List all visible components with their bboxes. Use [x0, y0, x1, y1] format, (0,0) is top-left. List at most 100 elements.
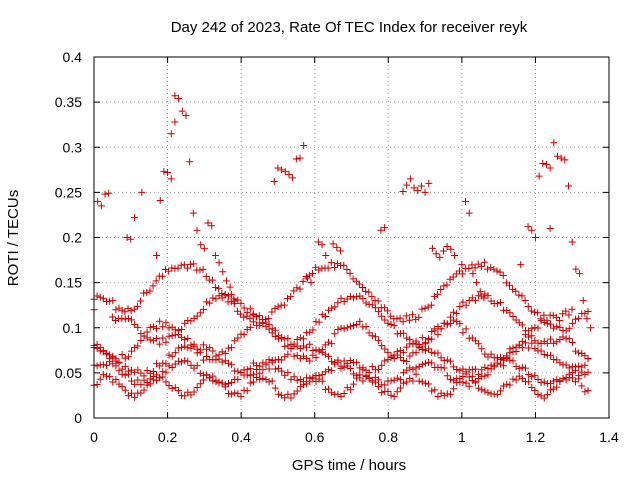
- data-point: [131, 393, 139, 401]
- y-axis-label: ROTI / TECUs: [5, 190, 22, 286]
- data-point: [268, 308, 276, 316]
- data-point: [124, 367, 132, 375]
- data-point: [446, 357, 454, 365]
- data-point: [450, 385, 458, 393]
- data-point: [584, 307, 592, 315]
- data-point: [224, 390, 232, 398]
- data-point: [428, 244, 436, 252]
- data-point: [343, 265, 351, 273]
- data-point: [325, 352, 333, 360]
- data-point: [227, 298, 235, 306]
- data-point: [568, 238, 576, 246]
- data-point: [387, 377, 395, 385]
- data-point: [343, 324, 351, 332]
- data-point: [121, 308, 129, 316]
- data-point: [565, 370, 573, 378]
- data-point: [168, 384, 176, 392]
- data-point: [162, 319, 170, 327]
- data-point: [400, 348, 408, 356]
- data-point: [259, 366, 267, 374]
- data-point: [284, 390, 292, 398]
- data-point: [193, 312, 201, 320]
- data-point: [396, 376, 404, 384]
- data-point: [336, 247, 344, 255]
- data-point: [528, 226, 536, 234]
- data-point: [417, 182, 425, 190]
- data-point: [164, 169, 172, 177]
- data-point: [193, 349, 201, 357]
- data-point: [562, 374, 570, 382]
- data-point: [553, 322, 561, 330]
- data-point: [477, 262, 485, 270]
- y-tick-label: 0.25: [55, 184, 82, 200]
- data-point: [554, 152, 561, 160]
- data-point: [203, 298, 211, 306]
- data-point: [331, 360, 339, 368]
- data-point: [428, 335, 436, 343]
- data-point: [143, 289, 151, 297]
- data-point: [553, 376, 561, 384]
- data-point: [371, 304, 379, 312]
- data-point: [431, 386, 439, 394]
- data-point: [219, 268, 227, 276]
- data-point: [167, 175, 175, 183]
- data-point: [446, 313, 454, 321]
- data-point: [183, 264, 191, 272]
- data-point: [421, 379, 429, 387]
- data-point: [568, 305, 576, 313]
- data-point: [406, 352, 414, 360]
- data-point: [421, 339, 429, 347]
- data-point: [484, 389, 492, 397]
- data-point: [131, 320, 139, 328]
- data-point: [138, 188, 146, 196]
- data-point: [199, 341, 207, 349]
- data-point: [481, 290, 489, 298]
- data-point: [421, 346, 429, 354]
- data-point: [484, 353, 492, 361]
- data-point: [425, 345, 433, 353]
- data-point: [94, 197, 102, 205]
- data-point: [290, 390, 298, 398]
- data-point: [531, 371, 539, 379]
- data-point: [96, 375, 104, 383]
- data-point: [200, 244, 208, 252]
- data-point: [584, 355, 592, 363]
- data-point: [575, 362, 583, 370]
- data-point: [509, 312, 517, 320]
- data-point: [365, 368, 373, 376]
- data-point: [171, 349, 179, 357]
- data-point: [418, 346, 426, 354]
- data-point: [456, 302, 464, 310]
- data-point: [557, 154, 565, 162]
- data-point: [509, 357, 517, 365]
- data-point: [406, 364, 414, 372]
- data-point: [228, 378, 236, 386]
- data-point: [127, 307, 135, 315]
- data-point: [115, 358, 123, 366]
- data-point: [493, 300, 501, 308]
- data-point: [159, 334, 167, 342]
- data-point: [109, 353, 117, 361]
- data-point: [165, 332, 173, 340]
- data-point: [521, 339, 529, 347]
- data-point: [399, 318, 407, 326]
- data-point: [325, 338, 333, 346]
- data-point: [359, 377, 367, 385]
- data-point: [181, 342, 189, 350]
- data-point: [421, 359, 429, 367]
- data-point: [140, 372, 148, 380]
- data-point: [249, 311, 257, 319]
- data-point: [425, 179, 433, 187]
- data-point: [312, 354, 320, 362]
- data-point: [246, 315, 254, 323]
- data-point: [255, 312, 263, 320]
- data-point: [534, 309, 542, 317]
- data-point: [584, 368, 592, 376]
- data-point: [550, 339, 558, 347]
- data-point: [300, 141, 308, 149]
- data-point: [487, 264, 495, 272]
- data-point: [499, 271, 507, 279]
- data-point: [471, 297, 479, 305]
- data-point: [581, 352, 589, 360]
- data-point: [378, 389, 386, 397]
